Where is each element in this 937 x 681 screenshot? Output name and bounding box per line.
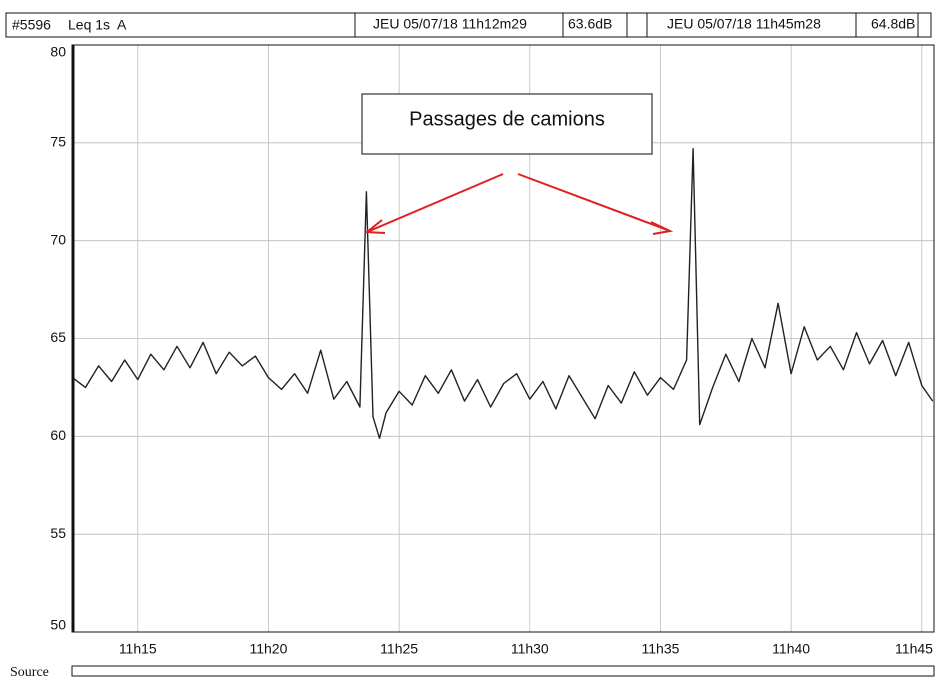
y-tick-label: 55 bbox=[50, 525, 66, 541]
arrow-right-head bbox=[650, 221, 674, 235]
x-tick-label: 11h30 bbox=[511, 641, 549, 657]
header-end: JEU 05/07/18 11h45m28 bbox=[667, 16, 821, 32]
x-tick-label: 11h25 bbox=[380, 641, 418, 657]
annotation: Passages de camions bbox=[409, 108, 605, 130]
y-tick-label: 50 bbox=[50, 617, 66, 633]
y-tick-label: 65 bbox=[50, 329, 66, 345]
y-tick-label: 70 bbox=[50, 231, 66, 247]
source-bar bbox=[71, 665, 935, 677]
start-level-box bbox=[562, 12, 628, 38]
arrow-left-head bbox=[364, 219, 386, 234]
arrow-right bbox=[517, 173, 671, 232]
header-start-level: 63.6dB bbox=[568, 16, 612, 32]
x-tick-label: 11h40 bbox=[772, 641, 810, 657]
arrow-left bbox=[366, 173, 504, 233]
header-measure: Leq 1s A bbox=[68, 17, 127, 33]
source-label: Source bbox=[10, 665, 49, 680]
x-tick-label: 11h45 bbox=[895, 641, 933, 657]
noise-line bbox=[71, 148, 934, 439]
x-tick-label: 11h35 bbox=[642, 641, 680, 657]
y-tick-label: 80 bbox=[50, 44, 66, 60]
y-tick-label: 75 bbox=[50, 134, 66, 150]
x-tick-label: 11h15 bbox=[119, 641, 157, 657]
end-level-box bbox=[855, 12, 919, 38]
annotation-box bbox=[361, 93, 653, 155]
annotation-arrows bbox=[364, 173, 674, 235]
header-end-level: 64.8dB bbox=[871, 16, 915, 32]
y-tick-label: 60 bbox=[50, 427, 66, 443]
header-start: JEU 05/07/18 11h12m29 bbox=[373, 16, 527, 32]
x-tick-label: 11h20 bbox=[249, 641, 287, 657]
header-id: #5596 bbox=[12, 17, 51, 33]
